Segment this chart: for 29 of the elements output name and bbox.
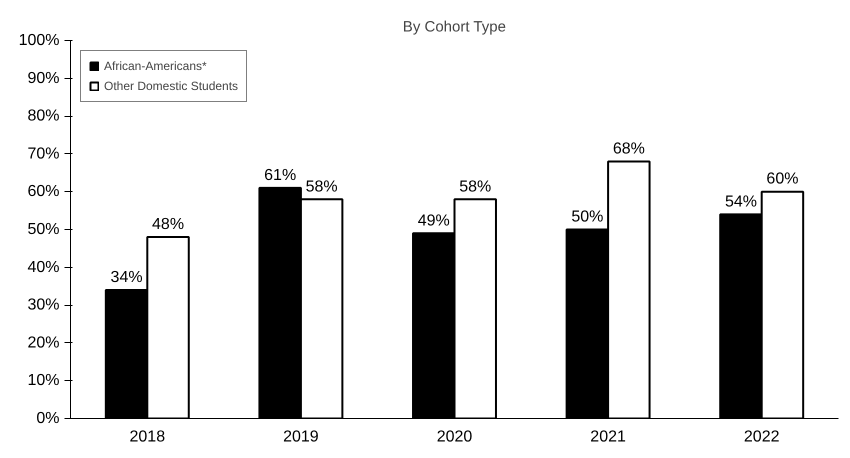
x-tick-label: 2021 bbox=[590, 428, 626, 446]
chart-title: By Cohort Type bbox=[402, 18, 506, 36]
y-tick-label: 80% bbox=[27, 108, 60, 125]
y-tick-label: 20% bbox=[27, 334, 60, 352]
data-label: 50% bbox=[571, 208, 604, 226]
data-label: 68% bbox=[612, 140, 645, 158]
y-tick-label: 70% bbox=[27, 145, 60, 162]
y-tick-label: 60% bbox=[27, 183, 60, 200]
legend-label: African-Americans* bbox=[104, 59, 207, 73]
x-tick-label: 2022 bbox=[744, 428, 780, 446]
legend-label: Other Domestic Students bbox=[104, 79, 238, 93]
y-tick-label: 30% bbox=[27, 296, 60, 314]
data-label: 61% bbox=[264, 166, 296, 184]
data-label: 34% bbox=[110, 268, 143, 286]
y-tick-label: 0% bbox=[36, 410, 60, 427]
data-label: 58% bbox=[306, 178, 338, 196]
x-tick-label: 2020 bbox=[436, 428, 472, 446]
y-tick-label: 100% bbox=[18, 32, 60, 49]
data-label: 58% bbox=[459, 178, 492, 196]
x-tick-label: 2018 bbox=[130, 428, 166, 446]
y-tick-label: 90% bbox=[27, 70, 60, 87]
data-label: 49% bbox=[418, 212, 450, 230]
x-tick-label: 2019 bbox=[283, 428, 319, 446]
y-tick-label: 40% bbox=[27, 258, 60, 276]
data-label: 60% bbox=[766, 170, 798, 188]
data-label: 54% bbox=[724, 193, 757, 210]
data-label: 48% bbox=[152, 216, 184, 234]
y-tick-label: 50% bbox=[27, 221, 60, 238]
y-tick-label: 10% bbox=[27, 372, 60, 390]
